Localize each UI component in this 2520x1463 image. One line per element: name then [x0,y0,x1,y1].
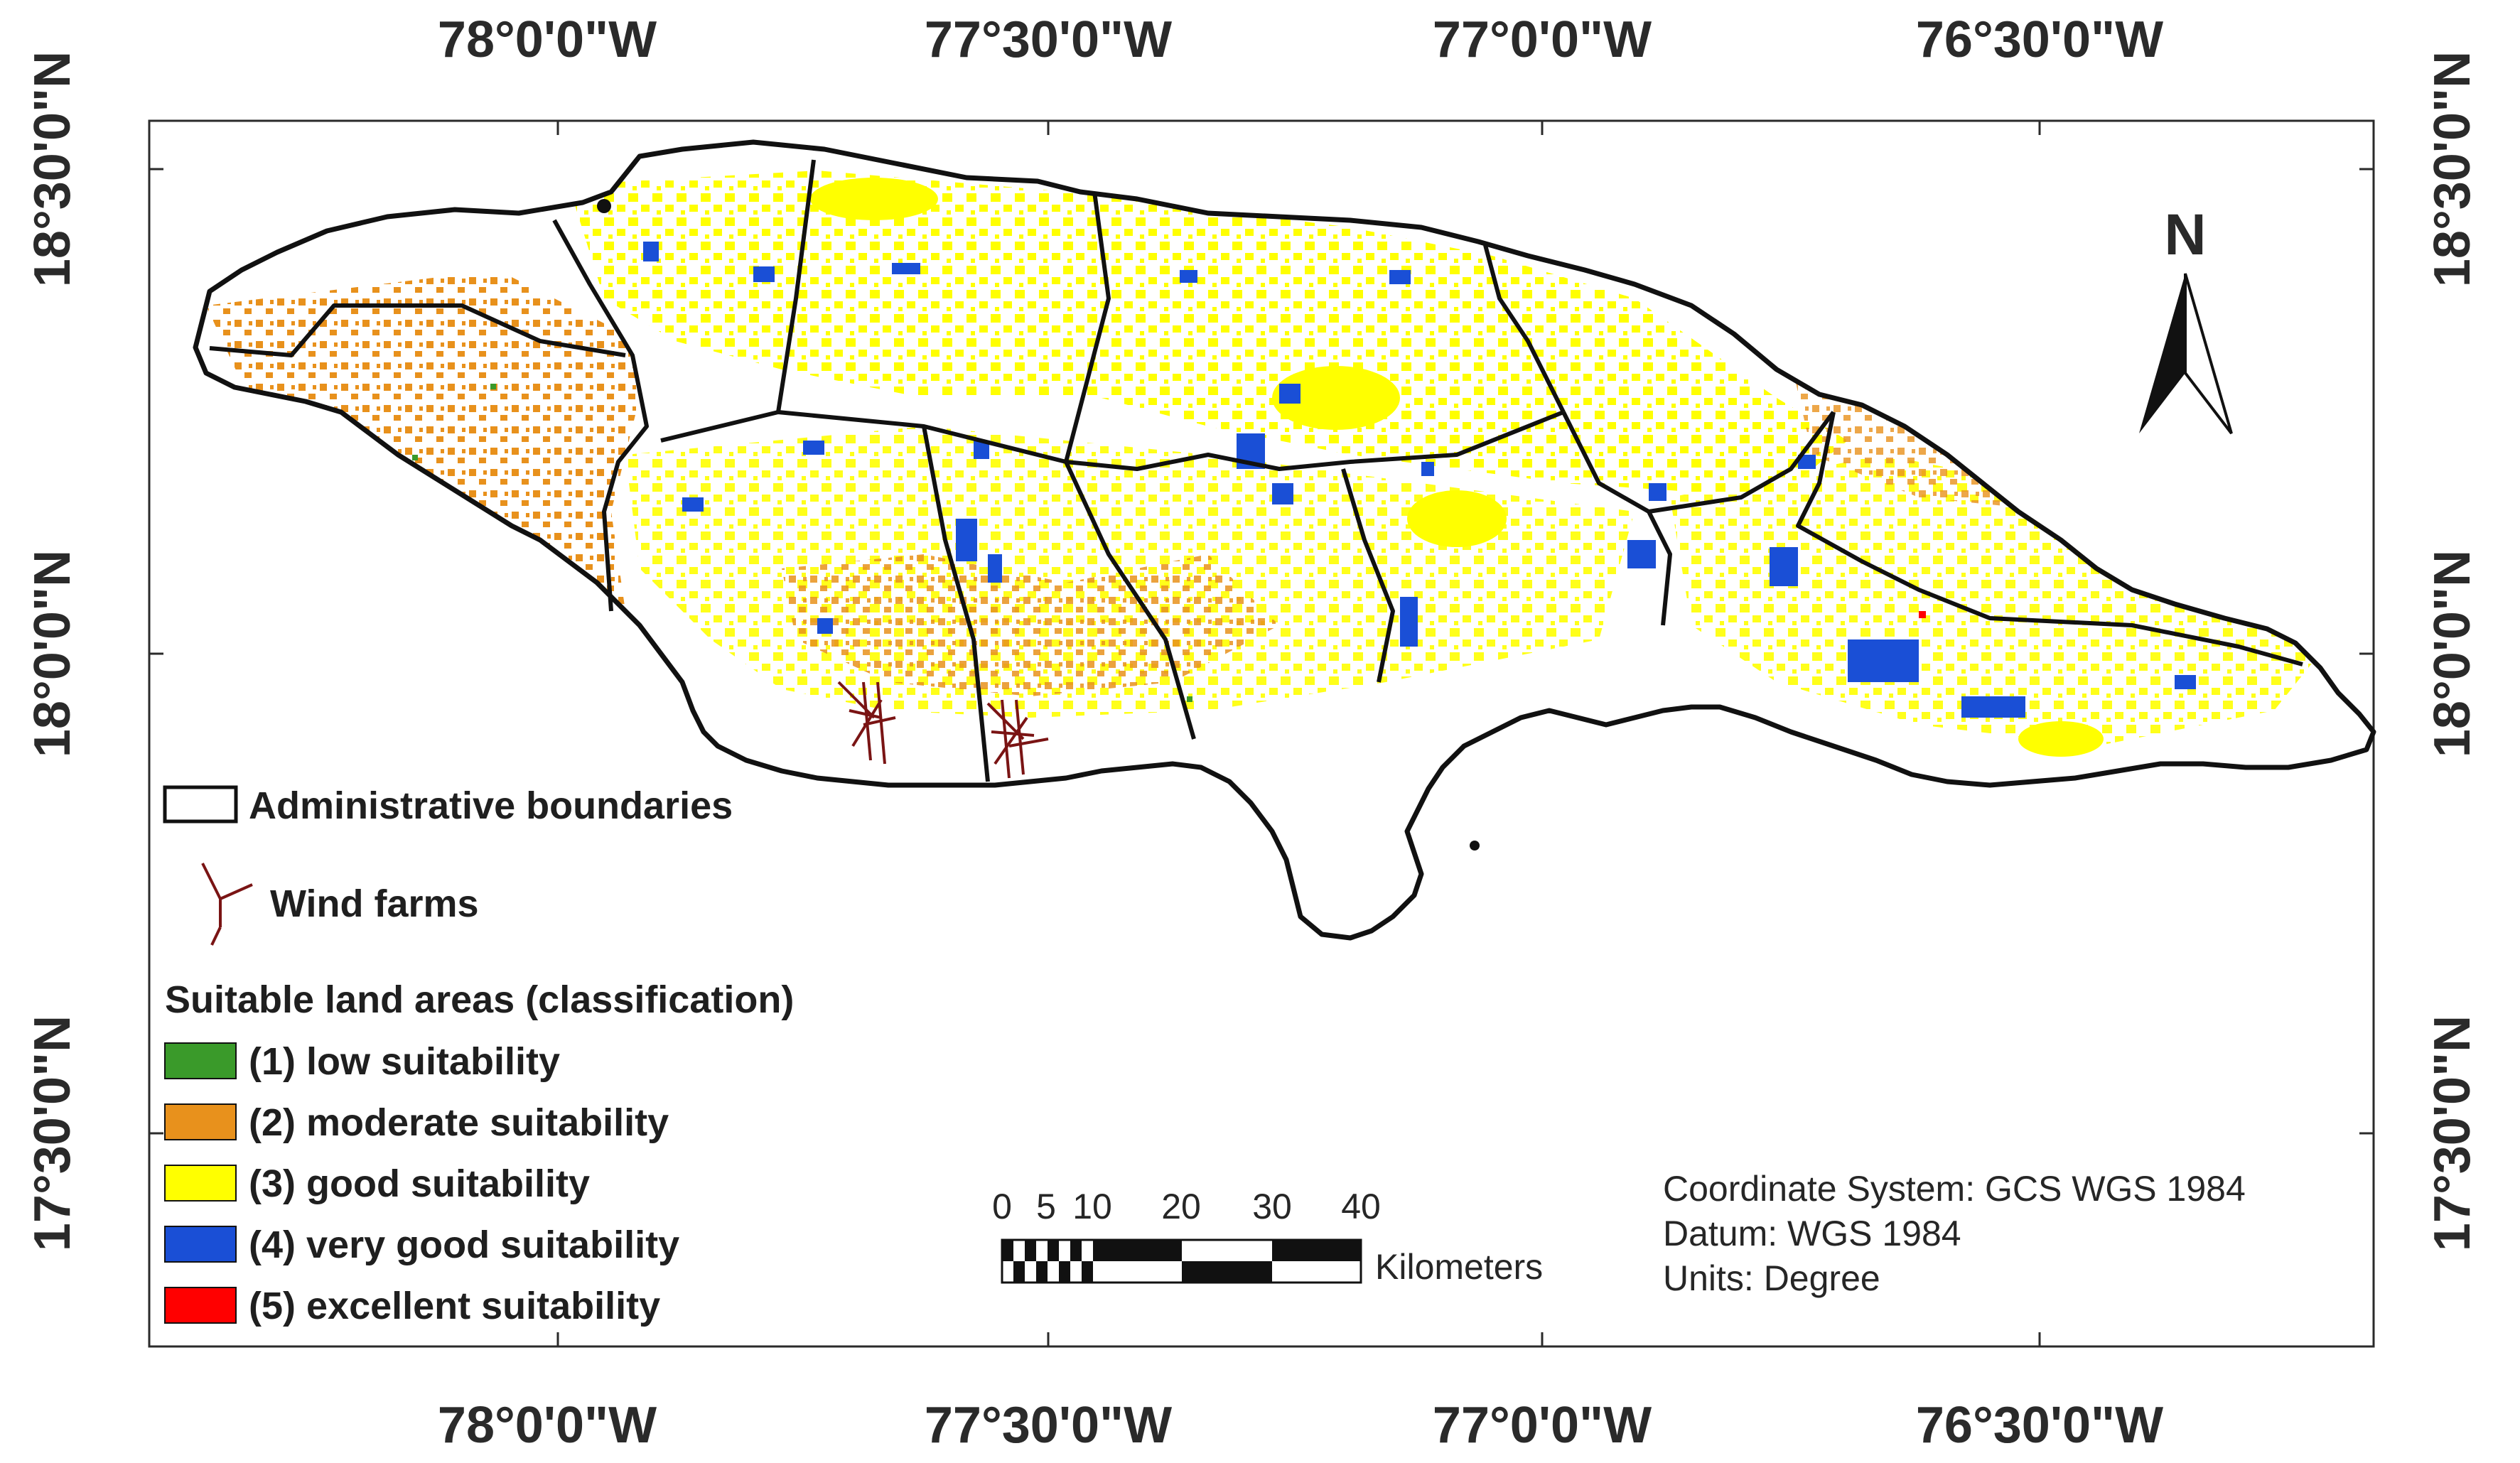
legend-swatch-moderate [164,1103,237,1140]
north-arrow-label: N [2164,203,2206,267]
good-suitability-patch [1272,366,1400,430]
legend-swatch-low [164,1042,237,1079]
islet [1470,841,1480,851]
legend-swatch-excellent [164,1287,237,1324]
moderate-suitability-area-central [782,554,1279,696]
legend: Administrative boundaries Wind farms Sui… [163,784,794,1327]
right-latitude-labels: 18°30'0"N 18°0'0"N 17°30'0"N [2424,51,2481,1251]
bottom-lon-label-4: 76°30'0"W [1916,1397,2163,1454]
bottom-lon-label-3: 77°0'0"W [1433,1397,1652,1454]
datum-text: Datum: WGS 1984 [1663,1214,1961,1253]
coordinate-system-text: Coordinate System: GCS WGS 1984 [1663,1169,2246,1209]
scale-tick-0: 0 [992,1187,1012,1226]
good-suitability-patch [2018,721,2104,757]
scale-tick-40: 40 [1341,1187,1381,1226]
units-text: Units: Degree [1663,1258,1880,1298]
scale-tick-10: 10 [1072,1187,1112,1226]
good-suitability-area-north [569,171,1848,497]
scale-unit-label: Kilometers [1375,1247,1543,1287]
legend-label-excellent: (5) excellent suitability [249,1285,660,1327]
low-suitability-patches [412,384,1192,702]
north-arrow-right-half [2184,273,2233,435]
north-arrow-left-half [2139,274,2185,433]
legend-swatch-very-good [164,1226,237,1263]
legend-boundary-swatch [163,785,238,824]
legend-label-very-good: (4) very good suitability [249,1224,679,1266]
islet [597,199,611,213]
scale-tick-5: 5 [1036,1187,1056,1226]
top-lon-label-4: 76°30'0"W [1916,11,2163,68]
left-lat-label-3: 17°30'0"N [24,1015,81,1251]
legend-swatch-good [164,1165,237,1202]
top-lon-label-3: 77°0'0"W [1433,11,1652,68]
good-suitability-patch [810,178,938,220]
legend-label-low: (1) low suitability [249,1040,560,1083]
wind-farm-icon-1 [837,681,896,765]
right-lat-label-2: 18°0'0"N [2424,550,2481,757]
left-lat-label-1: 18°30'0"N [24,51,81,287]
bottom-lon-label-2: 77°30'0"W [925,1397,1172,1454]
left-latitude-labels: 18°30'0"N 18°0'0"N 17°30'0"N [24,51,81,1251]
left-lat-label-2: 18°0'0"N [24,550,81,757]
top-lon-label-2: 77°30'0"W [925,11,1172,68]
bottom-longitude-labels: 78°0'0"W 77°30'0"W 77°0'0"W 76°30'0"W [438,1397,2163,1454]
right-lat-label-3: 17°30'0"N [2424,1015,2481,1251]
legend-wind-farm-icon [201,863,253,946]
top-longitude-labels: 78°0'0"W 77°30'0"W 77°0'0"W 76°30'0"W [438,11,2163,68]
good-suitability-patch [1407,490,1507,547]
coordinate-metadata: Coordinate System: GCS WGS 1984 Datum: W… [1663,1169,2246,1298]
scale-bar: 0 5 10 20 30 40 Kilometers [992,1187,1543,1287]
legend-label-moderate: (2) moderate suitability [249,1101,669,1144]
scale-tick-30: 30 [1252,1187,1292,1226]
legend-classification-title: Suitable land areas (classification) [165,978,794,1021]
wind-farm-icon-2 [986,699,1049,779]
legend-wind-farm-label: Wind farms [270,882,479,925]
north-arrow: N [2139,203,2233,435]
legend-label-good: (3) good suitability [249,1162,590,1205]
right-lat-label-1: 18°30'0"N [2424,51,2481,287]
graticule-ticks [149,121,2374,1346]
scale-tick-20: 20 [1161,1187,1201,1226]
legend-boundary-label: Administrative boundaries [249,784,733,827]
excellent-suitability-patches [1919,611,1926,618]
bottom-lon-label-1: 78°0'0"W [438,1397,657,1454]
top-lon-label-1: 78°0'0"W [438,11,657,68]
administrative-boundaries [209,159,2303,782]
